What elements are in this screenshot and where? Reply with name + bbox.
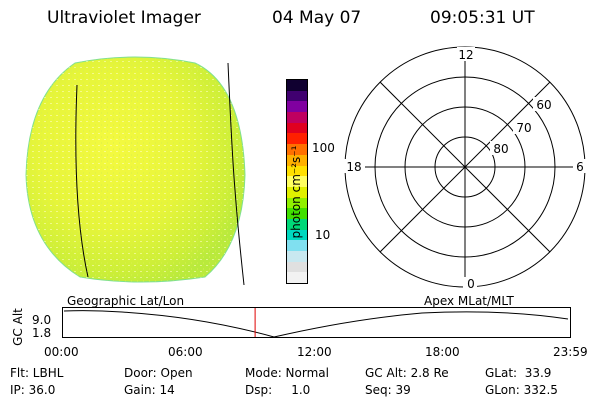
timeline-plot — [62, 307, 571, 338]
status-seq: Seq: 39 — [365, 383, 411, 397]
meridian-line — [227, 62, 245, 286]
timeline-ytick: 1.8 — [32, 326, 52, 340]
colorbar-segment — [287, 122, 307, 134]
mlt-label-18: 18 — [346, 160, 361, 174]
colorbar-segment — [287, 144, 307, 155]
polar-diagonal — [379, 81, 551, 253]
colorbar-segment — [287, 112, 307, 123]
colorbar-tick-10: 10 — [315, 228, 331, 242]
colorbar-tick-100: 100 — [312, 141, 335, 155]
colorbar — [286, 79, 308, 284]
status-glat: GLat: 33.9 — [485, 366, 552, 380]
timeline-xtick: 00:00 — [44, 345, 79, 359]
instrument-title: Ultraviolet Imager — [47, 8, 201, 28]
colorbar-segment — [287, 197, 307, 209]
timeline-xtick: 18:00 — [425, 345, 460, 359]
status-gc-alt: GC Alt: 2.8 Re — [365, 366, 449, 380]
colorbar-segment — [287, 154, 307, 166]
status-door: Door: Open — [124, 366, 193, 380]
timeline-xtick: 12:00 — [297, 345, 332, 359]
polar-plot: 12 18 6 0 60 70 80 — [343, 46, 587, 291]
colorbar-segment — [287, 186, 307, 198]
colorbar-segment — [287, 80, 307, 91]
status-filter: Flt: LBHL — [10, 366, 64, 380]
colorbar-segment — [287, 208, 307, 219]
lat-label-60: 60 — [536, 98, 551, 112]
colorbar-title: photon cm⁻²s⁻¹ — [289, 145, 303, 239]
timeline-ytick: 9.0 — [32, 313, 52, 327]
colorbar-segment — [287, 176, 307, 187]
timeline-xtick: 23:59 — [553, 345, 588, 359]
status-glon: GLon: 332.5 — [485, 383, 558, 397]
timeline-left-label: Geographic Lat/Lon — [67, 294, 185, 308]
uv-earth-image — [25, 56, 246, 286]
mlt-label-12: 12 — [458, 48, 473, 62]
mlt-label-0: 0 — [467, 277, 475, 291]
colorbar-segment — [287, 261, 307, 273]
lat-label-80: 80 — [493, 142, 508, 156]
date-label: 04 May 07 — [272, 8, 362, 28]
mlt-label-6: 6 — [576, 160, 584, 174]
colorbar-segment — [287, 218, 307, 230]
timeline-xtick: 06:00 — [168, 345, 203, 359]
meridian-line — [75, 84, 89, 278]
colorbar-segment — [287, 101, 307, 113]
colorbar-segment — [287, 133, 307, 145]
status-mode: Mode: Normal — [245, 366, 329, 380]
timeline-axis-title: GC Alt — [11, 308, 25, 346]
timeline-right-label: Apex MLat/MLT — [424, 294, 514, 308]
colorbar-segment — [287, 165, 307, 177]
colorbar-segment — [287, 251, 307, 262]
status-dsp: Dsp: 1.0 — [245, 383, 311, 397]
time-label: 09:05:31 UT — [430, 8, 535, 28]
colorbar-segment — [287, 90, 307, 102]
colorbar-segment — [287, 240, 307, 251]
altitude-curve — [63, 310, 569, 338]
colorbar-segment — [287, 272, 307, 284]
lat-label-70: 70 — [516, 121, 531, 135]
status-gain: Gain: 14 — [124, 383, 175, 397]
colorbar-segment — [287, 229, 307, 241]
status-ip: IP: 36.0 — [10, 383, 56, 397]
